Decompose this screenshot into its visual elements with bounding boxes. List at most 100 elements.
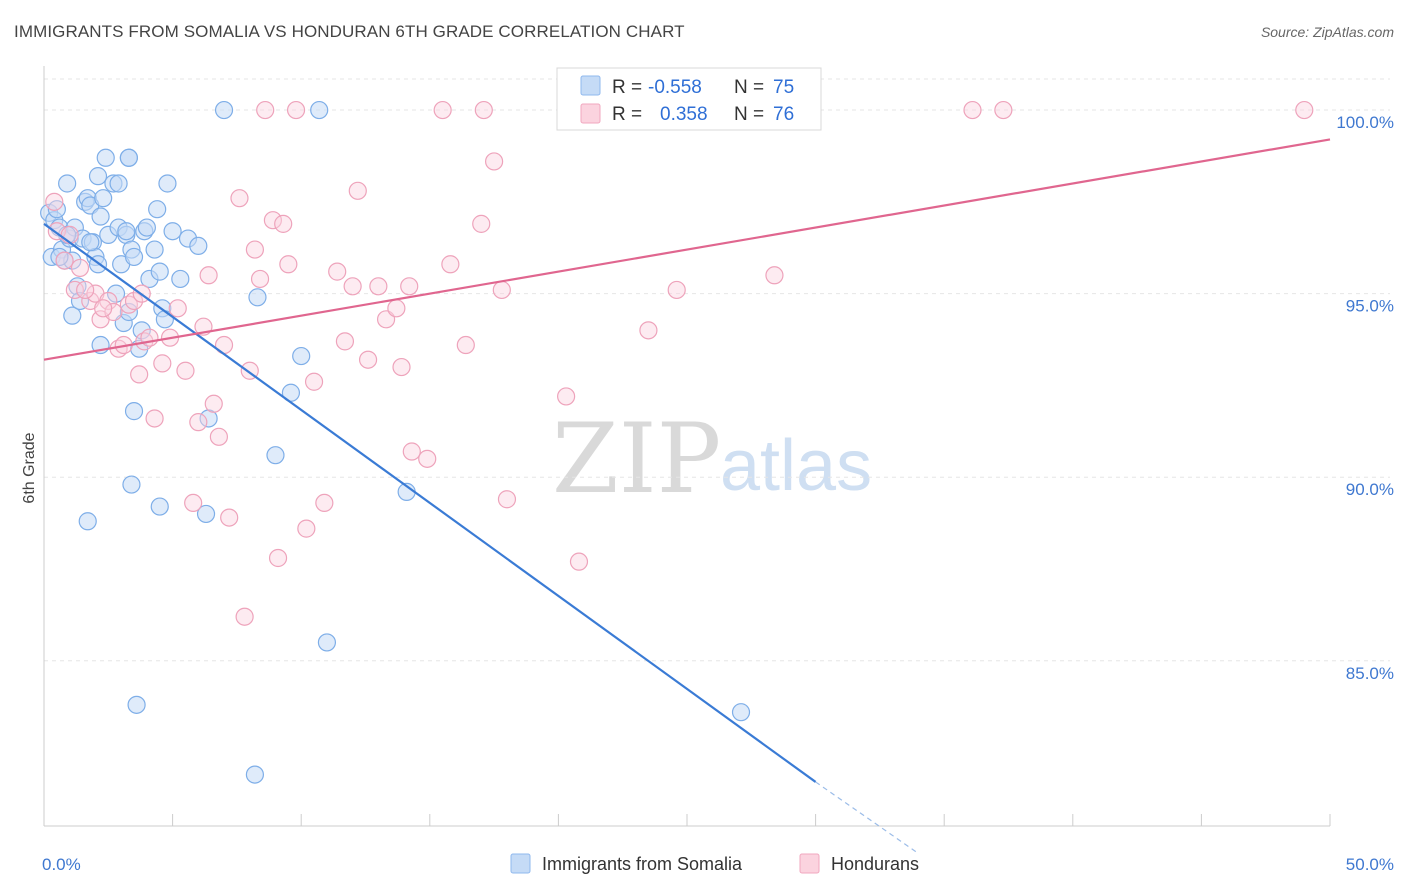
hondurans-point: [245, 240, 265, 259]
somalia-point: [122, 475, 141, 494]
somalia-point: [58, 174, 77, 193]
hondurans-point: [1295, 100, 1314, 120]
hondurans-point: [104, 302, 123, 322]
hondurans-point: [441, 255, 460, 274]
hondurans-points: [45, 100, 1314, 626]
hondurans-point: [76, 280, 95, 300]
somalia-point: [47, 200, 66, 219]
somalia-point: [63, 306, 82, 325]
hondurans-point: [145, 409, 164, 428]
somalia-point: [124, 402, 144, 421]
somalia-point: [245, 765, 265, 784]
hondurans-point: [184, 493, 203, 513]
hondurans-point: [268, 548, 288, 568]
somalia-point: [292, 346, 311, 366]
somalia-point: [150, 497, 169, 516]
hondurans-point: [230, 189, 249, 208]
y-tick-label: 100.0%: [1336, 113, 1394, 132]
hondurans-point: [94, 299, 113, 318]
bottom-legend: Immigrants from Somalia Hondurans: [510, 853, 919, 874]
hondurans-point: [65, 280, 84, 300]
watermark-zip: ZIP: [552, 403, 721, 515]
bottom-legend-swatch-hondurans: [799, 853, 820, 874]
hondurans-point: [235, 607, 254, 626]
somalia-point: [137, 218, 156, 237]
hondurans-point: [569, 552, 589, 571]
somalia-trend-extension: [815, 781, 917, 853]
bottom-legend-swatch-somalia: [510, 853, 531, 874]
somalia-point: [317, 633, 337, 652]
somalia-point: [189, 236, 208, 256]
hondurans-point: [557, 387, 576, 406]
somalia-point: [94, 189, 113, 208]
hondurans-point: [492, 280, 511, 300]
axes: [43, 66, 1331, 827]
hondurans-point: [343, 277, 362, 296]
y-tick-label: 85.0%: [1346, 664, 1394, 683]
hondurans-point: [433, 100, 452, 120]
legend-n-label-hondurans: N =: [734, 104, 764, 125]
legend-r-value-hondurans: 0.358: [660, 104, 708, 125]
somalia-point: [81, 233, 100, 252]
somalia-point: [96, 148, 115, 167]
hondurans-point: [315, 493, 334, 513]
legend-r-label-hondurans: R =: [612, 104, 642, 125]
somalia-point: [109, 174, 128, 193]
hondurans-point: [402, 442, 421, 461]
legend-n-value-hondurans: 76: [773, 104, 794, 125]
hondurans-trend-line: [43, 138, 1331, 361]
somalia-point: [127, 695, 146, 714]
hondurans-point: [124, 291, 144, 311]
legend: R = -0.558 N = 75 R = 0.358 N = 76: [556, 67, 822, 131]
hondurans-point: [348, 181, 367, 200]
somalia-point: [158, 174, 177, 193]
hondurans-point: [209, 427, 228, 446]
y-tick-label: 95.0%: [1346, 297, 1394, 316]
somalia-point: [117, 222, 136, 241]
hondurans-point: [189, 413, 208, 432]
somalia-point: [106, 284, 126, 303]
bottom-legend-somalia: Immigrants from Somalia: [542, 854, 743, 874]
hondurans-point: [667, 280, 686, 300]
hondurans-point: [335, 332, 355, 351]
hondurans-point: [263, 211, 283, 230]
hondurans-point: [369, 277, 388, 296]
hondurans-point: [153, 354, 172, 373]
somalia-point: [119, 148, 138, 167]
somalia-point: [196, 504, 216, 524]
hondurans-point: [279, 255, 298, 274]
hondurans-point: [250, 269, 270, 289]
y-tick-label: 90.0%: [1346, 480, 1394, 499]
somalia-point: [145, 240, 164, 259]
hondurans-point: [286, 100, 306, 120]
trend-lines: [43, 138, 1331, 853]
somalia-point: [731, 703, 751, 722]
bottom-legend-hondurans: Hondurans: [831, 854, 919, 874]
hondurans-point: [765, 266, 784, 285]
hondurans-point: [328, 262, 347, 281]
somalia-point: [132, 321, 151, 340]
somalia-points: [40, 100, 751, 784]
somalia-point: [266, 446, 285, 465]
hondurans-point: [474, 100, 493, 120]
hondurans-point: [45, 192, 64, 211]
somalia-point: [163, 222, 182, 241]
y-axis-title: 6th Grade: [21, 432, 38, 503]
somalia-point: [214, 100, 234, 120]
hondurans-point: [497, 490, 517, 509]
somalia-point: [88, 167, 108, 186]
hondurans-point: [168, 299, 187, 318]
hondurans-point: [387, 299, 406, 318]
somalia-point: [310, 100, 329, 120]
somalia-point: [124, 247, 144, 267]
watermark-atlas: atlas: [720, 426, 872, 506]
hondurans-point: [994, 100, 1013, 120]
somalia-point: [78, 512, 97, 531]
hondurans-point: [220, 508, 239, 527]
hondurans-point: [70, 258, 90, 278]
hondurans-point: [199, 266, 218, 285]
hondurans-point: [297, 519, 316, 538]
somalia-point: [119, 302, 138, 322]
hondurans-point: [418, 449, 437, 468]
